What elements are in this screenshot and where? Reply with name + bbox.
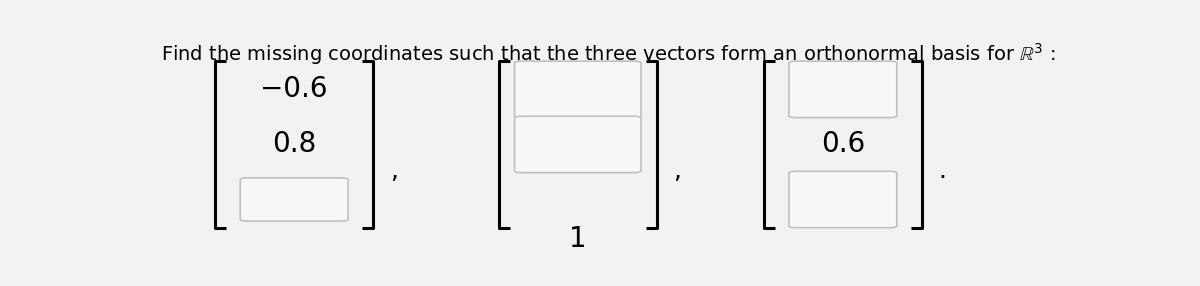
FancyBboxPatch shape	[515, 116, 641, 173]
Text: Find the missing coordinates such that the three vectors form an orthonormal bas: Find the missing coordinates such that t…	[161, 41, 1056, 67]
Text: ,: ,	[390, 159, 398, 183]
FancyBboxPatch shape	[240, 178, 348, 221]
Text: 0.6: 0.6	[821, 130, 865, 158]
Text: 1: 1	[569, 225, 587, 253]
Text: −0.6: −0.6	[260, 76, 328, 103]
Text: .: .	[938, 159, 947, 183]
Text: ,: ,	[673, 159, 682, 183]
Text: 0.8: 0.8	[272, 130, 317, 158]
FancyBboxPatch shape	[788, 171, 896, 228]
FancyBboxPatch shape	[515, 61, 641, 118]
FancyBboxPatch shape	[788, 61, 896, 118]
